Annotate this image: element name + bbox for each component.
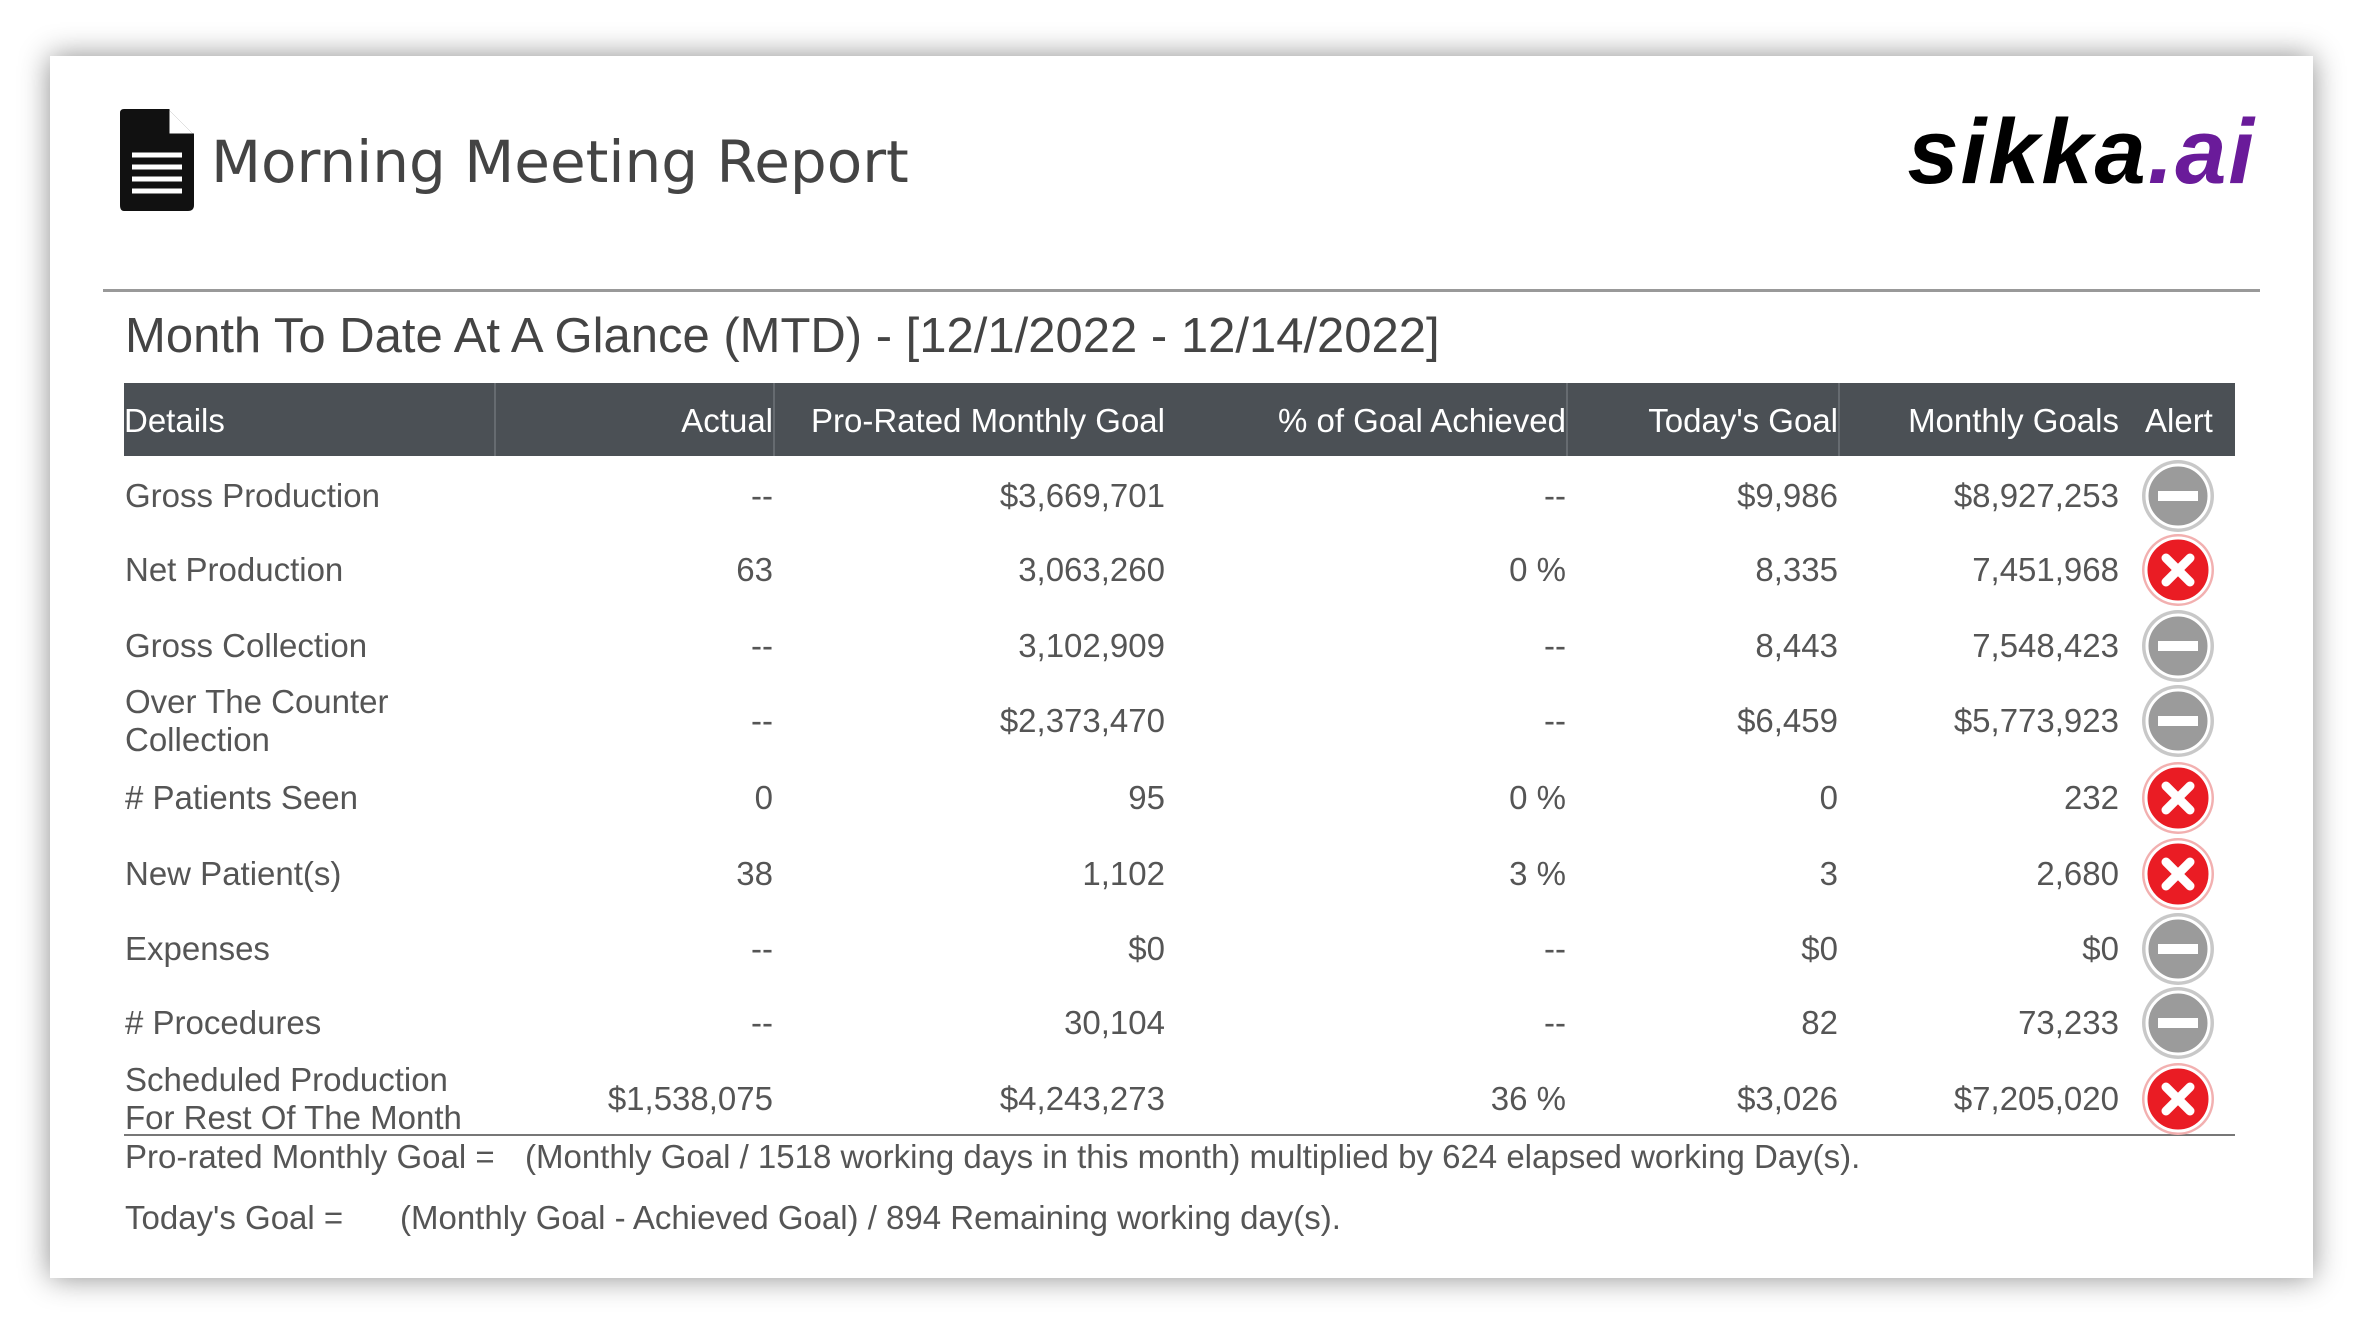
table-bottom-line (124, 1134, 2235, 1136)
alert-fail (2140, 836, 2216, 912)
cell-value: 95 (1128, 779, 1165, 816)
logo: sikka.ai (1907, 100, 2256, 205)
cell-value: $0 (1801, 930, 1838, 967)
cell-value: -- (1544, 477, 1566, 514)
alert-neutral (2140, 683, 2216, 759)
cell-value: 1,102 (1082, 855, 1165, 892)
cell-value: -- (751, 477, 773, 514)
cell-value: -- (751, 1004, 773, 1041)
cell-value: -- (751, 627, 773, 664)
alert-fail (2140, 760, 2216, 836)
cell-value: 0 (1819, 779, 1838, 816)
header-separator (494, 383, 496, 456)
row-label: Expenses (125, 930, 270, 967)
column-header: Alert (2145, 402, 2213, 439)
cell-value: $0 (1128, 930, 1165, 967)
cell-value: 2,680 (2036, 855, 2119, 892)
logo-main: sikka (1907, 101, 2148, 203)
cell-value: 232 (2063, 779, 2119, 816)
cell-value: 0 % (1509, 779, 1566, 816)
header-separator (1838, 383, 1840, 456)
alert-neutral (2140, 985, 2216, 1061)
alert-neutral (2140, 911, 2216, 987)
cell-value: $2,373,470 (999, 702, 1165, 739)
column-header: Monthly Goals (1908, 402, 2119, 439)
page-title: Morning Meeting Report (211, 128, 909, 196)
cell-value: -- (1544, 930, 1566, 967)
report-card (50, 56, 2313, 1278)
column-header: % of Goal Achieved (1277, 402, 1566, 439)
cell-value: $6,459 (1737, 702, 1838, 739)
column-header: Today's Goal (1648, 402, 1838, 439)
cell-value: 0 % (1509, 551, 1566, 588)
cell-value: $8,927,253 (1953, 477, 2119, 514)
cell-value: -- (1544, 1004, 1566, 1041)
cell-value: $7,205,020 (1953, 1080, 2119, 1117)
cell-value: 3,102,909 (1018, 627, 1165, 664)
alert-neutral (2140, 608, 2216, 684)
cell-value: 7,451,968 (1972, 551, 2119, 588)
cell-value: 7,548,423 (1972, 627, 2119, 664)
cell-value: 8,443 (1755, 627, 1838, 664)
cell-value: $9,986 (1737, 477, 1838, 514)
row-label: Gross Collection (125, 627, 368, 664)
alert-fail (2140, 532, 2216, 608)
cell-value: 3,063,260 (1018, 551, 1165, 588)
cell-value: 63 (736, 551, 773, 588)
header-separator (1566, 383, 1568, 456)
divider (103, 289, 2260, 292)
cell-value: -- (1544, 627, 1566, 664)
footnote-text: (Monthly Goal - Achieved Goal) / 894 Rem… (400, 1199, 1341, 1236)
header-separator (773, 383, 775, 456)
cell-value: -- (751, 702, 773, 739)
cell-value: $4,243,273 (999, 1080, 1165, 1117)
cell-value: 3 % (1509, 855, 1566, 892)
cell-value: 73,233 (2018, 1004, 2119, 1041)
section-title: Month To Date At A Glance (MTD) - [12/1/… (125, 309, 1440, 363)
cell-value: -- (751, 930, 773, 967)
cell-value: 82 (1801, 1004, 1838, 1041)
cell-value: $3,669,701 (999, 477, 1165, 514)
row-label: Net Production (125, 551, 344, 588)
alert-fail (2140, 1061, 2216, 1137)
logo-accent: .ai (2147, 101, 2256, 203)
footnote-label: Pro-rated Monthly Goal = (125, 1138, 495, 1175)
cell-value: 0 (754, 779, 773, 816)
column-header: Actual (681, 402, 773, 439)
table-header (124, 383, 2235, 456)
cell-value: 36 % (1490, 1080, 1566, 1117)
cell-value: $0 (2082, 930, 2119, 967)
report-icon (120, 109, 194, 211)
cell-value: 3 (1819, 855, 1838, 892)
cell-value: 38 (736, 855, 773, 892)
row-label: # Patients Seen (125, 779, 358, 816)
cell-value: $1,538,075 (607, 1080, 773, 1117)
column-header: Pro-Rated Monthly Goal (811, 402, 1165, 439)
row-label: New Patient(s) (125, 855, 342, 892)
row-label: Scheduled Production For Rest Of The Mon… (125, 1061, 462, 1136)
row-label: # Procedures (125, 1004, 322, 1041)
cell-value: $5,773,923 (1953, 702, 2119, 739)
cell-value: -- (1544, 702, 1566, 739)
cell-value: 8,335 (1755, 551, 1838, 588)
cell-value: $3,026 (1737, 1080, 1838, 1117)
cell-value: 30,104 (1064, 1004, 1165, 1041)
column-header: Details (124, 402, 225, 439)
footnote-text: (Monthly Goal / 1518 working days in thi… (525, 1138, 1861, 1175)
row-label: Gross Production (125, 477, 380, 514)
footnote-label: Today's Goal = (125, 1199, 344, 1236)
row-label: Over The Counter Collection (125, 683, 389, 758)
alert-neutral (2140, 458, 2216, 534)
